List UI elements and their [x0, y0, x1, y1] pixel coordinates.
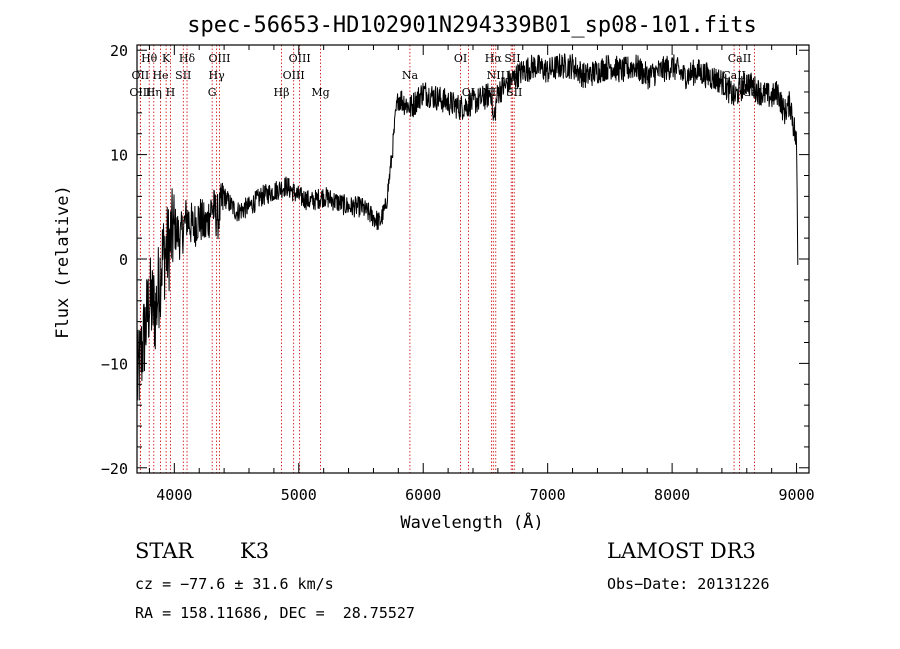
spectral-line-label-6: H	[166, 86, 176, 99]
x-tick-label-1: 5000	[281, 486, 317, 504]
redshift-velocity: cz = −77.6 ± 31.6 km/s	[135, 575, 334, 593]
spectral-line-label-5: K	[162, 52, 171, 65]
x-tick-label-2: 6000	[405, 486, 441, 504]
spectral-line-label-16: Na	[402, 69, 419, 82]
spectral-line-label-1: OII	[132, 69, 150, 82]
spectrum-series	[136, 53, 799, 401]
axis-ticks: 4000 5000 6000 7000 8000 9000 −20 −10 0 10 20	[101, 42, 815, 504]
spectral-line-label-9: OIII	[208, 52, 230, 65]
x-tick-label-4: 8000	[654, 486, 690, 504]
spectral-line-label-20: NII	[487, 69, 505, 82]
spectral-line-label-25: CaII	[728, 52, 752, 65]
x-tick-label-0: 4000	[156, 486, 192, 504]
y-axis-label: Flux (relative)	[53, 185, 73, 339]
object-type: STAR	[135, 539, 194, 563]
series-line-0	[136, 53, 799, 401]
plot-frame	[136, 44, 810, 474]
y-tick-label-1: −10	[101, 355, 128, 373]
spectral-line-label-15: Mg	[311, 86, 329, 99]
y-tick-label-2: 0	[119, 251, 128, 269]
spectral-line-label-23: Li	[506, 69, 517, 82]
y-tick-label-0: −20	[101, 460, 128, 478]
spectral-line-label-7: SII	[175, 69, 191, 82]
spectral-line-label-2: OIII	[129, 86, 151, 99]
obs-date: Obs−Date: 20131226	[607, 575, 770, 593]
spectral-line-label-4: Hη	[146, 86, 162, 99]
coordinates: RA = 158.11686, DEC = 28.75527	[135, 604, 415, 622]
spectral-line-label-17: OI	[454, 52, 467, 65]
survey-name: LAMOST DR3	[607, 539, 756, 563]
spectral-line-label-10: Hγ	[209, 69, 226, 82]
chart-title: spec-56653-HD102901N294339B01_sp08-101.f…	[187, 13, 757, 38]
x-tick-label-5: 9000	[778, 486, 814, 504]
spectral-line-label-19: Hα	[485, 52, 503, 65]
spectral-line-label-11: G	[208, 86, 217, 99]
spectral-line-label-14: Hβ	[274, 86, 290, 99]
spectral-line-label-0: Hθ	[141, 52, 158, 65]
y-tick-label-3: 10	[110, 147, 128, 165]
y-tick-label-4: 20	[110, 42, 128, 60]
spectral-line-label-22: SII	[504, 52, 520, 65]
x-tick-label-3: 7000	[530, 486, 566, 504]
spectral-line-label-8: Hδ	[179, 52, 196, 65]
spectral-line-label-13: OIII	[283, 69, 305, 82]
x-axis-label: Wavelength (Å)	[400, 511, 543, 533]
subclass: K3	[240, 539, 270, 563]
spectral-line-label-3: He	[152, 69, 168, 82]
spectral-line-label-12: OIII	[289, 52, 311, 65]
